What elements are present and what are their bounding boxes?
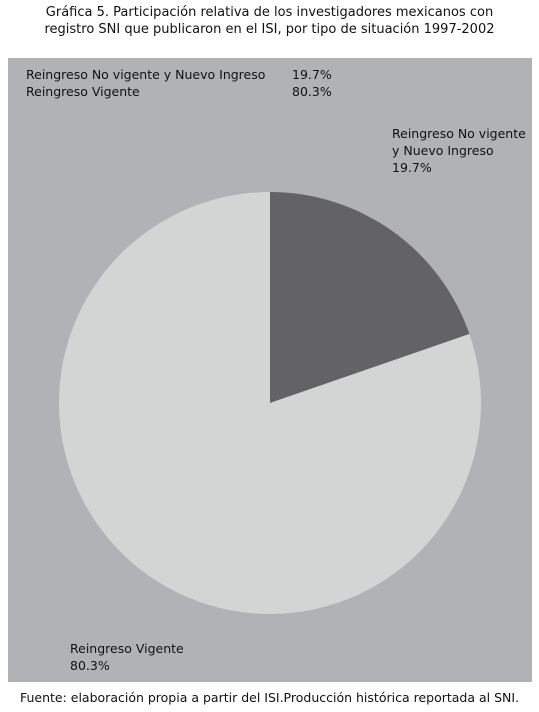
- slice-label-line: Reingreso Vigente: [70, 641, 184, 656]
- legend-value: 80.3%: [292, 84, 332, 99]
- source-note: Fuente: elaboración propia a partir del …: [19, 690, 520, 705]
- pie-chart: [58, 192, 481, 614]
- legend-label: Reingreso No vigente y Nuevo Ingreso: [26, 67, 266, 82]
- chart-title-line-1: Gráfica 5. Participación relativa de los…: [45, 5, 494, 20]
- pie-slice-0: [270, 192, 470, 403]
- slice-label-no-vigente: Reingreso No vigente y Nuevo Ingreso 19.…: [392, 125, 526, 176]
- chart-title-line-2: registro SNI que publicaron en el ISI, p…: [44, 22, 495, 37]
- legend-label: Reingreso Vigente: [26, 84, 140, 99]
- plot-area: Reingreso No vigente y Nuevo Ingreso 19.…: [8, 58, 532, 682]
- slice-label-vigente: Reingreso Vigente 80.3%: [70, 640, 184, 674]
- pie-slice-1: [58, 192, 481, 614]
- slice-label-line: Reingreso No vigente: [392, 126, 526, 141]
- chart-title: Gráfica 5. Participación relativa de los…: [0, 4, 539, 38]
- slice-label-line: y Nuevo Ingreso: [392, 143, 494, 158]
- legend-value: 19.7%: [292, 67, 332, 82]
- slice-label-value: 80.3%: [70, 658, 110, 673]
- slice-label-value: 19.7%: [392, 160, 432, 175]
